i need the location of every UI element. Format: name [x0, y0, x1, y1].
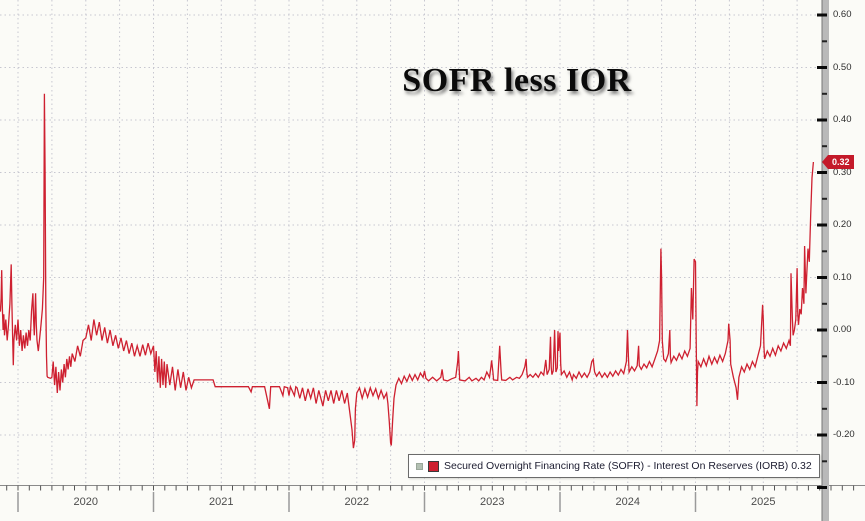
y-axis-bar: [817, 0, 829, 521]
last-price-badge: 0.32: [822, 155, 854, 169]
x-axis-label: 2023: [480, 496, 505, 508]
y-axis-label: -0.20: [833, 429, 855, 440]
y-axis-label: -0.10: [833, 376, 855, 388]
y-axis-label: 0.20: [833, 219, 852, 230]
x-axis-label: 2024: [615, 496, 640, 508]
y-axis-label: 0.00: [833, 324, 852, 335]
legend[interactable]: Secured Overnight Financing Rate (SOFR) …: [408, 454, 820, 478]
y-axis-label: 0.30: [833, 166, 852, 178]
sofr-less-ior-line: [0, 93, 815, 449]
gridlines: [0, 0, 822, 485]
y-axis-label: 0.40: [833, 114, 852, 125]
x-axis-ticks: [0, 485, 865, 512]
last-price-value: 0.32: [832, 156, 850, 167]
y-axis-label: 0.50: [833, 61, 852, 73]
y-axis-label: 0.60: [833, 9, 852, 20]
legend-label: Secured Overnight Financing Rate (SOFR) …: [444, 460, 812, 472]
x-axis-label: 2021: [209, 496, 234, 508]
y-axis-label: 0.10: [833, 271, 852, 283]
legend-key-icon: [416, 462, 423, 470]
x-axis-label: 2025: [751, 496, 776, 508]
x-axis-label: 2022: [344, 496, 369, 508]
x-axis-label: 2020: [73, 496, 98, 508]
chart-title: SOFR less IOR: [402, 62, 632, 99]
series-swatch-icon: [428, 460, 439, 472]
